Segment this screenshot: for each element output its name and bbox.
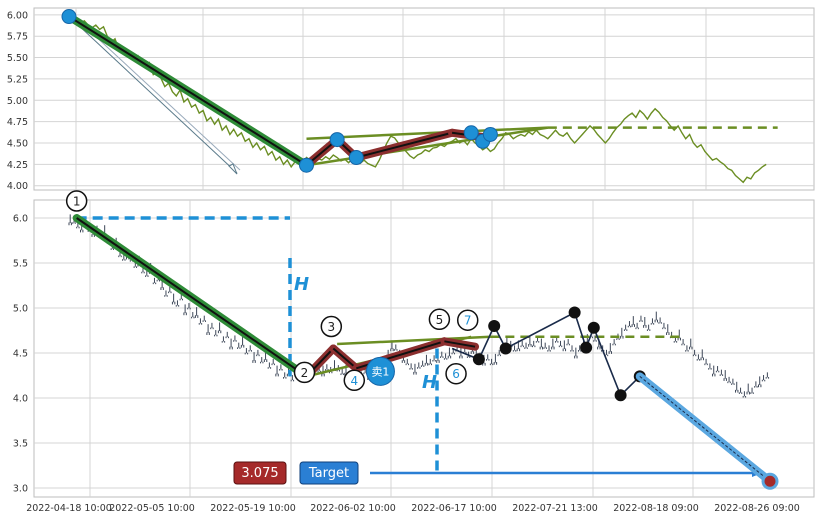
top-triangle-lower (306, 126, 549, 167)
wave-point-label: 4 (350, 374, 358, 388)
bottom-zigzag-point (488, 320, 501, 332)
top-pivot-point (463, 125, 479, 141)
bottom-zigzag-point (587, 321, 600, 334)
bottom-zigzag-point (614, 389, 627, 402)
top-y-tick-label: 5.75 (7, 32, 28, 43)
wave-point-label: 3 (327, 320, 335, 334)
bottom-triangle-upper (337, 335, 491, 346)
top-panel-plot (61, 9, 778, 184)
top-pivot-point (329, 132, 345, 148)
wave-point-label: 2 (301, 366, 309, 380)
bottom-zigzag-point (499, 342, 512, 355)
wave-point-circle (428, 308, 451, 331)
top-pivot-point (482, 126, 498, 142)
bottom-zigzag-point (568, 306, 581, 319)
bottom-y-tick-label: 4.5 (13, 349, 28, 360)
target-value-text: 3.075 (241, 466, 278, 481)
wave-point-label: 7 (464, 314, 472, 328)
top-triangle-upper (306, 126, 548, 140)
h-measure-label: H (294, 274, 309, 295)
bottom-zigzag-point (580, 341, 593, 354)
top-y-tick-label: 4.75 (7, 117, 28, 128)
top-pivot-point (61, 9, 77, 25)
x-tick-label: 2022-08-18 09:00 (613, 503, 699, 514)
top-y-tick-label: 4.50 (7, 139, 28, 150)
top-wave-core (68, 15, 308, 167)
top-panel-y-axis: 6.00 5.75 5.50 5.25 5.00 4.75 4.50 4.25 4.00 (7, 10, 28, 192)
wave-point-label: 5 (436, 313, 444, 327)
projection-core (639, 376, 771, 482)
wave-point-circle (456, 309, 479, 331)
bottom-y-tick-label: 6.0 (13, 214, 28, 225)
top-price-line (68, 15, 767, 184)
bottom-panel-plot: 1 2 3 4 5 6 7 卖1 (65, 190, 779, 490)
top-y-tick-label: 5.25 (7, 74, 28, 85)
bottom-wave-core (76, 217, 308, 378)
x-tick-label: 2022-08-26 09:00 (714, 503, 800, 514)
bottom-panel-y-axis: 6.0 5.5 5.0 4.5 4.0 3.5 3.0 (13, 214, 28, 495)
target-label-text: Target (308, 466, 349, 481)
top-pivot-point (348, 150, 364, 166)
target-value-badge (233, 461, 287, 485)
bottom-candles (68, 214, 770, 398)
x-tick-label: 2022-06-02 10:00 (310, 503, 396, 514)
bottom-y-tick-label: 3.5 (13, 439, 28, 450)
wave-point-circle (65, 190, 88, 212)
target-badge (299, 461, 359, 485)
h-measure-label-2: H (422, 372, 437, 393)
top-pivot-point (298, 157, 314, 173)
sell-marker-label: 卖1 (371, 365, 389, 378)
top-y-tick-label: 5.00 (7, 96, 28, 107)
top-wave-core (356, 131, 453, 159)
x-tick-label: 2022-07-21 13:00 (512, 503, 598, 514)
x-tick-label: 2022-04-18 10:00 (26, 503, 112, 514)
top-y-tick-label: 5.50 (7, 53, 28, 64)
bottom-zigzag-point (472, 353, 485, 366)
wave-point-label: 1 (73, 195, 81, 209)
top-panel-frame (33, 7, 815, 191)
sell-marker (365, 356, 395, 386)
top-y-tick-label: 4.25 (7, 160, 28, 171)
wave-point-circle (293, 361, 316, 384)
top-panel-grid (33, 7, 815, 191)
x-tick-label: 2022-05-05 10:00 (109, 503, 195, 514)
top-arrow-head (228, 163, 238, 175)
target-end-point (761, 472, 779, 490)
bottom-wave-core (332, 347, 357, 370)
bottom-y-tick-label: 5.5 (13, 259, 28, 270)
bottom-panel-frame (33, 199, 815, 498)
top-y-tick-label: 6.00 (7, 10, 28, 21)
wave-point-circle (343, 369, 366, 392)
wave-point-label: 6 (452, 367, 460, 381)
bottom-y-tick-label: 5.0 (13, 304, 28, 315)
top-arrow-shaft (68, 16, 238, 174)
bottom-panel-grid (33, 199, 815, 498)
x-tick-label: 2022-05-19 10:00 (210, 503, 296, 514)
bottom-y-tick-label: 4.0 (13, 394, 28, 405)
bottom-y-tick-label: 3.0 (13, 484, 28, 495)
x-tick-label: 2022-06-17 10:00 (411, 503, 497, 514)
wave-point-circle (320, 315, 343, 338)
bottom-wave-core (444, 340, 476, 348)
top-y-tick-label: 4.00 (7, 181, 28, 192)
wave-point-circle (445, 362, 467, 385)
